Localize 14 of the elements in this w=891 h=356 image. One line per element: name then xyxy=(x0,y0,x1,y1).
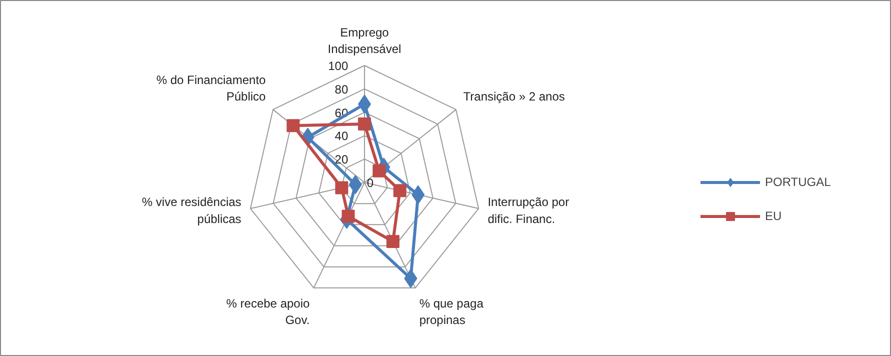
y-tick-label: 100 xyxy=(328,59,348,73)
spoke-label: % que paga propinas xyxy=(419,296,484,328)
y-tick-label: 0 xyxy=(366,176,374,190)
spoke-label: % recebe apoio Gov. xyxy=(226,296,310,328)
spoke-label: Transição » 2 anos xyxy=(463,90,565,104)
spoke-label: Interrupção por dific. Financ. xyxy=(488,195,570,226)
legend-label: EU xyxy=(765,209,783,223)
spoke-label: % do Financiamento Público xyxy=(156,72,266,104)
spoke-label: % vive residências públicas xyxy=(142,195,242,226)
y-tick-label: 20 xyxy=(334,152,348,167)
y-tick-label: 40 xyxy=(334,129,348,144)
spoke-label: Emprego Indispensável xyxy=(328,25,402,56)
y-tick-label: 80 xyxy=(334,82,348,96)
legend-label: PORTUGAL xyxy=(765,175,831,189)
